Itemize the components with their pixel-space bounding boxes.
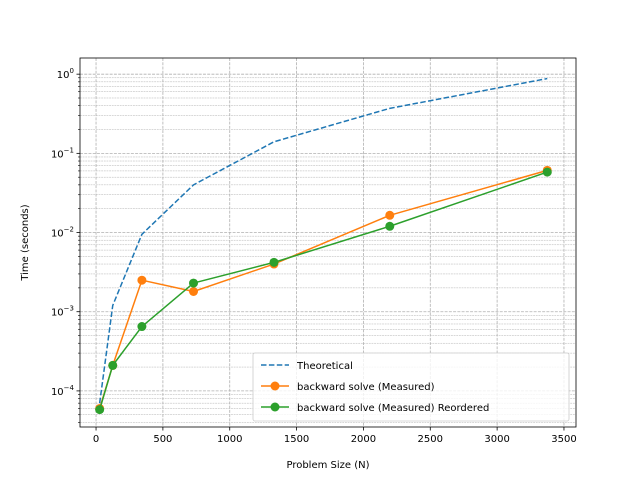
plot-frame	[79, 57, 577, 428]
series-3-point	[108, 360, 118, 370]
y-axis-label: Time (seconds)	[20, 204, 31, 281]
y-tick-label: 10−3	[51, 305, 74, 319]
x-tick-label: 3500	[551, 434, 576, 445]
series-3-point	[137, 322, 147, 332]
legend-box	[252, 352, 570, 422]
x-tick-label: 3000	[484, 434, 509, 445]
series-line-1	[98, 77, 548, 404]
x-axis-label: Problem Size (N)	[286, 460, 369, 471]
legend-marker-2	[270, 381, 280, 391]
y-tick-label: 10−2	[51, 226, 74, 240]
series-3-point	[542, 167, 552, 177]
x-tick-label: 1500	[284, 434, 309, 445]
series-2-point	[189, 287, 199, 297]
series-2-point	[385, 210, 395, 220]
x-tick-label: 2000	[351, 434, 376, 445]
legend-marker-3	[270, 402, 280, 412]
x-tick-label: 0	[93, 434, 99, 445]
legend-label-1: Theoretical	[296, 361, 353, 372]
y-tick-label: 100	[57, 67, 74, 81]
series-3-point	[95, 405, 105, 415]
series-3-point	[385, 221, 395, 231]
x-tick-label: 2500	[418, 434, 443, 445]
y-tick-label: 10−1	[51, 146, 74, 160]
x-tick-label: 1000	[217, 434, 242, 445]
axes: 0 500 1000 1500 2000 2500 3000 3500 10−4 10−3 10−2…	[51, 67, 577, 445]
legend-label-3: backward solve (Measured) Reordered	[297, 403, 489, 414]
series-3-point	[269, 257, 279, 267]
x-tick-label: 500	[153, 434, 172, 445]
series-2-point	[137, 275, 147, 285]
legend-label-2: backward solve (Measured)	[297, 382, 435, 393]
series-3-point	[189, 278, 199, 288]
y-tick-label: 10−4	[51, 384, 75, 398]
series-layer	[95, 77, 552, 415]
legend: Theoretical backward solve (Measured) back…	[252, 352, 570, 422]
